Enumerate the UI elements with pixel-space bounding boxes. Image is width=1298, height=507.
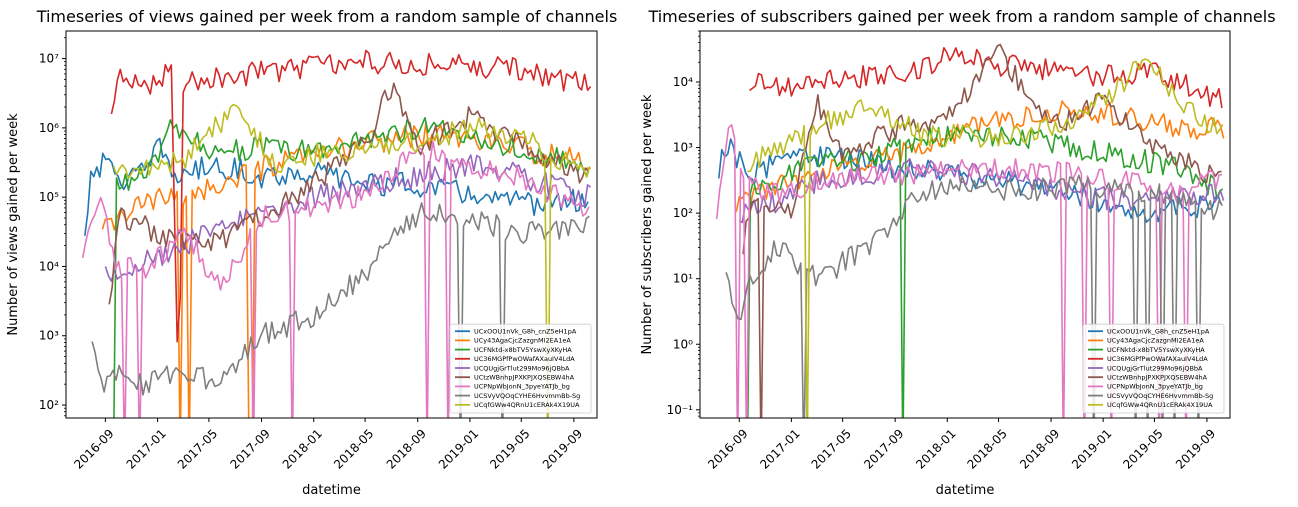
x-tick-label: 2019-01 (436, 426, 481, 471)
legend-entry: UCFNktd-x8bTV5YswXyXKyHA (474, 346, 572, 354)
series-line (81, 141, 590, 418)
series-lines (81, 49, 592, 418)
legend-entry: UCPNpWbJonN_3pyeYATJb_bg (1107, 383, 1203, 391)
series-line (749, 47, 1223, 109)
legend-box (449, 323, 592, 414)
legend-entry: UCy43AgaCjcZazgnMI2EA1eA (1107, 337, 1204, 345)
x-tick-label: 2017-09 (228, 426, 273, 471)
x-tick-label: 2016-09 (71, 426, 116, 471)
chart-title: Timeseries of subscribers gained per wee… (647, 7, 1275, 26)
y-tick-label: 10⁷ (39, 52, 59, 66)
y-tick-label: 10² (39, 398, 59, 412)
chart-title: Timeseries of views gained per week from… (36, 7, 618, 26)
x-tick-label: 2017-05 (175, 426, 220, 471)
x-tick-label: 2017-09 (861, 426, 906, 471)
legend-box (1082, 323, 1225, 414)
x-tick-label: 2016-09 (705, 426, 750, 471)
series-line (91, 202, 590, 418)
x-axis: 2016-09 2017-01 2017-05 2017-09 2018-01 2018-… (705, 418, 1218, 472)
subscribers-chart: Timeseries of subscribers gained per wee… (640, 7, 1276, 498)
x-tick-label: 2018-05 (331, 426, 376, 471)
x-tick-label: 2019-09 (1173, 426, 1218, 471)
series-lines (715, 43, 1225, 418)
x-tick-label: 2017-01 (757, 426, 802, 471)
y-tick-label: 10⁶ (39, 121, 59, 135)
legend-entry: UCQUgjGrTlut299Mo96jQBbA (1107, 364, 1203, 372)
y-tick-label: 10³ (673, 141, 693, 155)
series-line (742, 43, 1222, 418)
legend-entry: UCy43AgaCjcZazgnMI2EA1eA (474, 337, 571, 345)
y-tick-label: 10⁵ (39, 190, 59, 204)
legend-entry: UCPNpWbJonN_3pyeYATJb_bg (474, 383, 570, 391)
y-axis-label: Number of subscribers gained per week (640, 94, 655, 354)
y-tick-label: 10² (673, 206, 693, 220)
series-line (112, 103, 591, 418)
y-tick-label: 10⁴ (673, 75, 693, 89)
series-line (84, 137, 589, 236)
series-line (747, 125, 1224, 418)
x-tick-label: 2018-01 (913, 426, 958, 471)
legend-entry: UCSVyVQOqCYHE6HvvmmBb-Sg (1107, 392, 1213, 400)
legend-entry: UCxOOU1nVk_G8h_cnZ5eH1pA (1107, 328, 1210, 336)
x-tick-label: 2019-05 (1120, 426, 1165, 471)
series-line (715, 124, 1223, 418)
x-axis: 2016-09 2017-01 2017-05 2017-09 2018-01 2018-… (71, 418, 585, 472)
x-axis-label: datetime (302, 483, 361, 498)
y-axis: 10² 10³ 10⁴ 10⁵ 10⁶ 10⁷ (39, 37, 66, 417)
legend-entry: UCQUgjGrTlut299Mo96jQBbA (474, 364, 570, 372)
y-tick-label: 10⁰ (673, 337, 693, 351)
legend-entry: UCtzWBnhpJPXKPJXQSEBW4hA (474, 374, 575, 382)
legend-entry: UCqfGWw4QRnU1cERAk4X19UA (1107, 401, 1213, 409)
x-tick-label: 2019-01 (1069, 426, 1114, 471)
series-line (738, 158, 1225, 224)
y-tick-label: 10⁴ (39, 259, 59, 273)
series-line (108, 82, 590, 305)
views-chart: Timeseries of views gained per week from… (6, 7, 617, 498)
x-tick-label: 2019-09 (540, 426, 585, 471)
legend-entry: UCSVyVQOqCYHE6HvvmmBb-Sg (474, 392, 580, 400)
y-tick-label: 10⁻¹ (667, 403, 694, 417)
y-axis: 10⁻¹ 10⁰ 10¹ 10² 10³ 10⁴ (667, 30, 700, 417)
legend-entry: UCtzWBnhpJPXKPJXQSEBW4hA (1107, 374, 1208, 382)
series-line (725, 174, 1224, 418)
legend-entry: UC36MGPfPwOWafAXauIV4LdA (474, 355, 575, 363)
x-tick-label: 2018-05 (965, 426, 1010, 471)
y-tick-label: 10³ (39, 329, 59, 343)
x-tick-label: 2018-09 (384, 426, 429, 471)
series-line (104, 154, 592, 282)
y-tick-label: 10¹ (673, 272, 693, 286)
series-line (101, 122, 591, 418)
x-tick-label: 2017-05 (809, 426, 854, 471)
x-tick-label: 2019-05 (487, 426, 532, 471)
legend-entry: UCxOOU1nVk_G8h_cnZ5eH1pA (474, 328, 577, 336)
legend-entry: UCqfGWw4QRnU1cERAk4X19UA (474, 401, 580, 409)
x-tick-label: 2018-09 (1017, 426, 1062, 471)
legend-entry: UC36MGPfPwOWafAXauIV4LdA (1107, 355, 1208, 363)
legend-entry: UCFNktd-x8bTV5YswXyXKyHA (1107, 346, 1205, 354)
series-line (110, 49, 592, 343)
legend: UCxOOU1nVk_G8h_cnZ5eH1pAUCy43AgaCjcZazgn… (1082, 323, 1225, 414)
x-axis-label: datetime (936, 483, 995, 498)
series-line (747, 58, 1224, 418)
x-tick-label: 2018-01 (280, 426, 325, 471)
y-axis-label: Number of views gained per week (6, 113, 21, 336)
plot-frame (699, 30, 1231, 419)
legend: UCxOOU1nVk_G8h_cnZ5eH1pAUCy43AgaCjcZazgn… (449, 323, 592, 414)
x-tick-label: 2017-01 (124, 426, 169, 471)
